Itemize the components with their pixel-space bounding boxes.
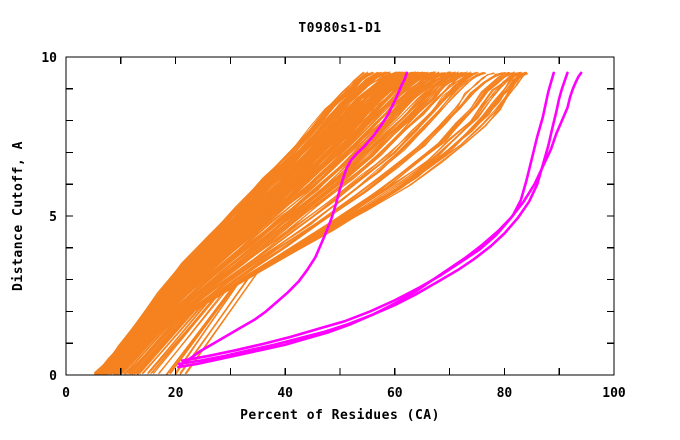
series-line	[124, 72, 478, 375]
series-line	[103, 73, 431, 373]
series-line	[97, 72, 381, 375]
series-line	[138, 72, 512, 374]
series-line	[116, 73, 464, 375]
x-axis-label: Percent of Residues (CA)	[240, 408, 440, 423]
series-line	[119, 71, 468, 374]
series-line	[96, 72, 372, 374]
series-line	[136, 71, 506, 375]
series-line	[130, 72, 485, 374]
series-line	[184, 73, 527, 374]
series-layer	[94, 71, 583, 375]
x-tick-label: 40	[277, 386, 293, 401]
highlight-series-line	[177, 71, 569, 366]
y-tick-label: 10	[41, 51, 57, 66]
x-tick-label: 20	[168, 386, 184, 401]
highlight-series-line	[180, 71, 583, 362]
highlight-series-line	[178, 71, 409, 367]
series-line	[99, 72, 403, 374]
y-axis-label: Distance Cutoff, A	[11, 141, 26, 291]
x-tick-label: 100	[602, 386, 626, 401]
series-line	[95, 71, 364, 374]
series-line	[96, 71, 373, 374]
x-tick-label: 80	[497, 386, 513, 401]
x-tick-label: 60	[387, 386, 403, 401]
series-line	[131, 73, 494, 375]
series-line	[95, 72, 364, 375]
series-line	[108, 71, 437, 374]
series-line	[102, 72, 423, 375]
chart-title: T0980s1-D1	[298, 21, 381, 36]
y-tick-label: 5	[49, 210, 57, 225]
tick-labels-layer: 0 20 40 60 80 100 0 5 10	[41, 51, 626, 401]
series-line	[113, 71, 455, 374]
series-line	[95, 71, 388, 374]
y-tick-label: 0	[49, 369, 57, 384]
series-line	[110, 73, 448, 375]
x-tick-label: 0	[62, 386, 70, 401]
ticks-layer	[65, 56, 615, 376]
